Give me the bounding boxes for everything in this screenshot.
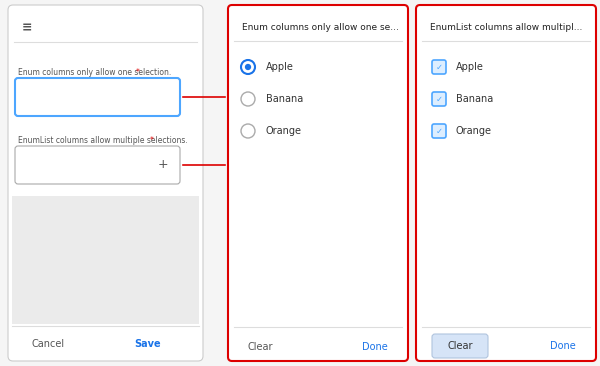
Text: Orange: Orange [266,126,302,136]
FancyBboxPatch shape [15,78,180,116]
Text: ≡: ≡ [22,22,32,34]
Text: Clear: Clear [248,342,274,352]
Text: Cancel: Cancel [31,339,65,349]
Text: Apple: Apple [456,62,484,72]
Text: Banana: Banana [266,94,303,104]
Text: Apple: Apple [266,62,294,72]
FancyBboxPatch shape [228,5,408,361]
Text: Banana: Banana [456,94,493,104]
Text: ✓: ✓ [436,127,443,135]
Text: EnumList columns allow multiple selections.: EnumList columns allow multiple selectio… [18,136,188,145]
Text: Enum columns only allow one selection.: Enum columns only allow one selection. [18,68,171,77]
Text: Save: Save [134,339,161,349]
FancyBboxPatch shape [432,124,446,138]
FancyBboxPatch shape [432,334,488,358]
Text: Clear: Clear [447,341,473,351]
FancyBboxPatch shape [8,5,203,361]
Text: EnumList columns allow multipl...: EnumList columns allow multipl... [430,22,583,31]
Text: ✓: ✓ [436,63,443,71]
Bar [12,196,199,324]
FancyBboxPatch shape [15,146,180,184]
Text: ✓: ✓ [436,94,443,104]
Text: Enum columns only allow one se...: Enum columns only allow one se... [242,22,399,31]
FancyBboxPatch shape [432,60,446,74]
FancyBboxPatch shape [432,92,446,106]
Text: Done: Done [550,341,576,351]
FancyBboxPatch shape [416,5,596,361]
Text: *: * [136,68,140,77]
Text: Done: Done [362,342,388,352]
Text: Orange: Orange [456,126,492,136]
Text: +: + [158,158,169,172]
Circle shape [245,64,251,70]
Text: *: * [150,136,154,145]
